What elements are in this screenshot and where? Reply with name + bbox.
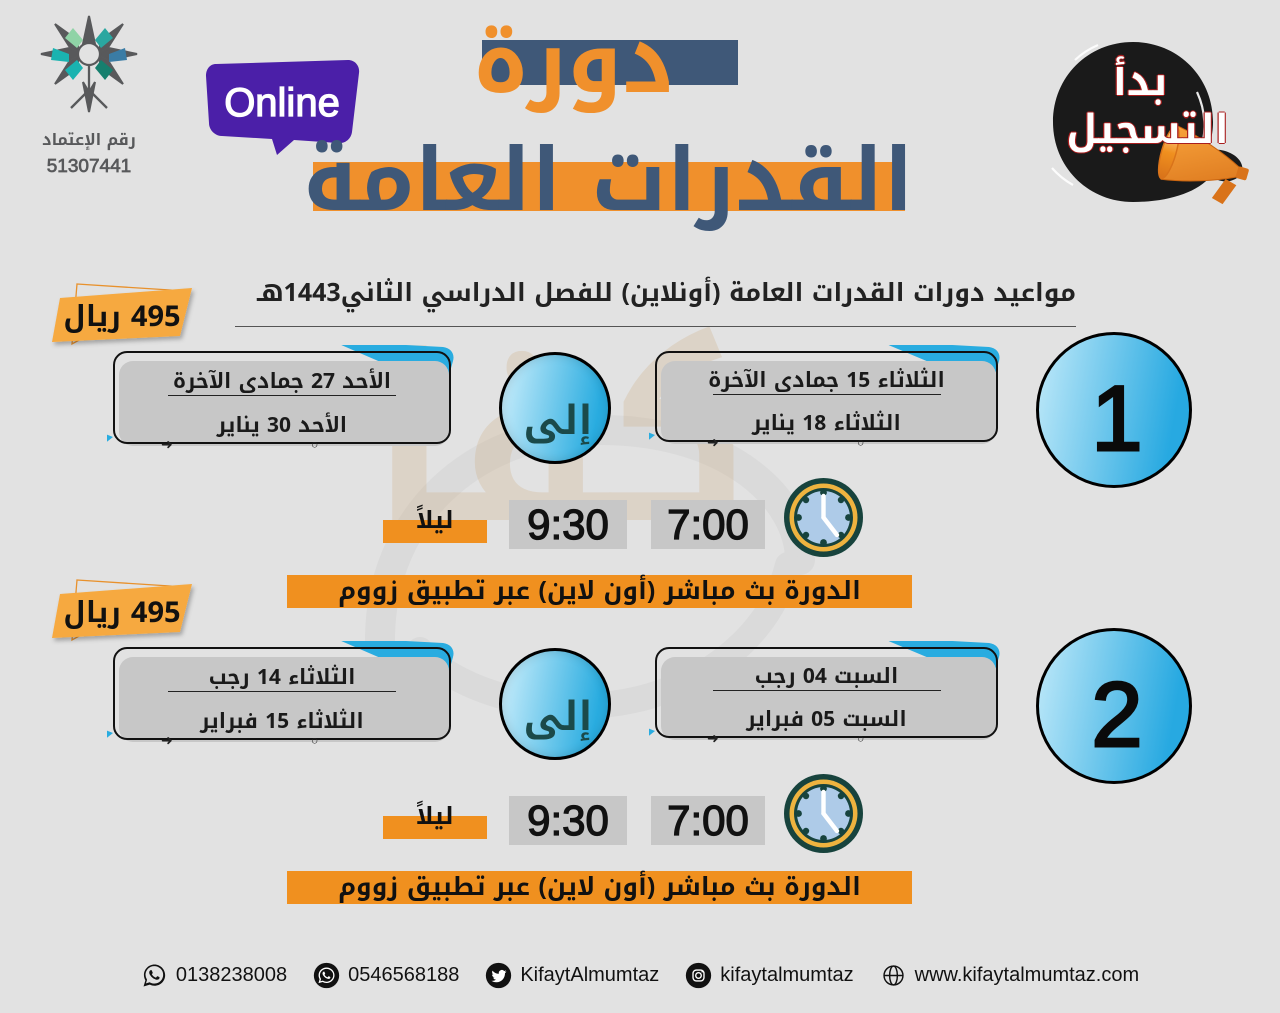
- svg-text:495 ريال: 495 ريال: [63, 585, 180, 640]
- svg-text:495 ريال: 495 ريال: [63, 289, 180, 344]
